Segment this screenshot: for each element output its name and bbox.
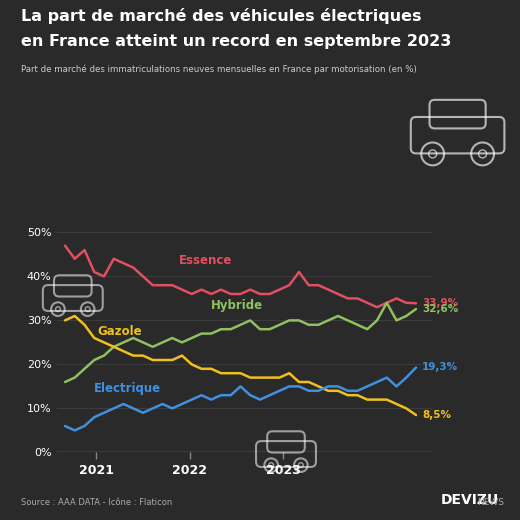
Text: Gazole: Gazole	[97, 325, 142, 338]
Text: 33,9%: 33,9%	[422, 298, 458, 308]
Text: Part de marché des immatriculations neuves mensuelles en France par motorisation: Part de marché des immatriculations neuv…	[21, 65, 417, 74]
Text: Electrique: Electrique	[94, 382, 161, 395]
Text: 8,5%: 8,5%	[422, 410, 451, 420]
Text: en France atteint un record en septembre 2023: en France atteint un record en septembre…	[21, 34, 451, 49]
Text: 32,6%: 32,6%	[422, 304, 459, 314]
Text: DEVIZU: DEVIZU	[441, 493, 499, 507]
Text: La part de marché des véhicules électriques: La part de marché des véhicules électriq…	[21, 8, 421, 24]
Text: 19,3%: 19,3%	[422, 362, 458, 372]
Text: Hybride: Hybride	[211, 298, 263, 311]
Text: NEWS: NEWS	[477, 498, 504, 507]
Text: Essence: Essence	[179, 254, 232, 267]
Text: Source : AAA DATA - Icône : Flaticon: Source : AAA DATA - Icône : Flaticon	[21, 498, 172, 507]
